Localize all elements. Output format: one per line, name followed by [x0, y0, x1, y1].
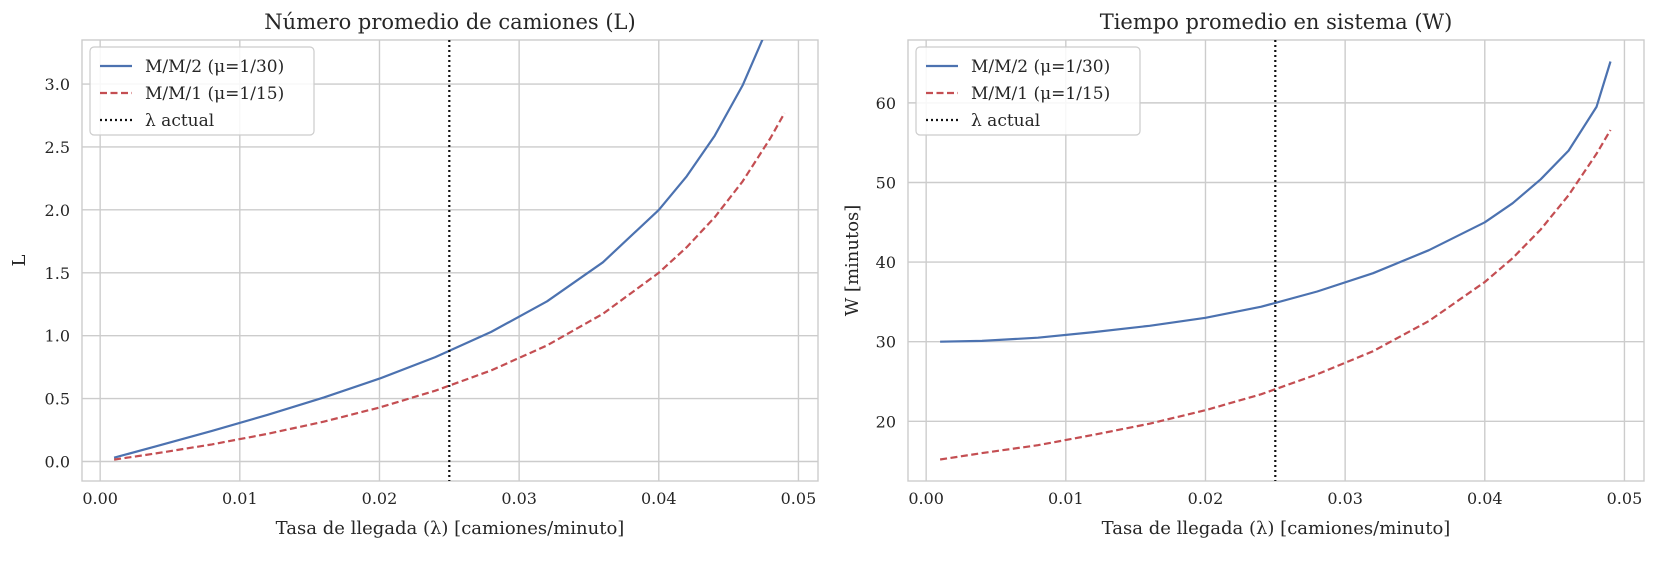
x-tick-label: 0.00 — [82, 489, 118, 508]
series-line-2 — [113, 112, 786, 461]
series-line-2 — [939, 129, 1612, 461]
y-axis-label: W [minutos] — [842, 205, 863, 317]
x-tick-label: 0.01 — [222, 489, 258, 508]
legend-label: M/M/1 (μ=1/15) — [145, 84, 284, 104]
chart-title: Número promedio de camiones (L) — [264, 10, 635, 34]
x-tick-label: 0.05 — [781, 489, 817, 508]
y-tick-label: 20 — [876, 412, 896, 431]
y-axis-label: L — [9, 254, 30, 266]
chart-2: 0.00 0.01 0.02 0.03 0.04 0.05 20 30 40 50 60 Tiempo… — [842, 10, 1645, 539]
legend-label: M/M/2 (μ=1/30) — [145, 57, 284, 77]
chart-1: 0.00 0.01 0.02 0.03 0.04 0.05 0.0 0.5 1.0 1.5 2.0 2… — [9, 10, 819, 539]
x-tick-label: 0.03 — [501, 489, 537, 508]
x-tick-label: 0.03 — [1327, 489, 1363, 508]
legend-label: M/M/2 (μ=1/30) — [971, 57, 1110, 77]
legend: M/M/2 (μ=1/30) M/M/1 (μ=1/15) λ actual — [89, 46, 315, 136]
x-tick-label: 0.02 — [362, 489, 398, 508]
legend-box — [915, 46, 1141, 136]
x-tick-label: 0.04 — [1467, 489, 1503, 508]
y-tick-label: 1.5 — [45, 264, 70, 283]
x-tick-label: 0.00 — [908, 489, 944, 508]
legend-label: λ actual — [971, 111, 1040, 131]
y-tick-label: 0.5 — [45, 390, 70, 409]
x-tick-label: 0.05 — [1607, 489, 1643, 508]
y-tick-label: 40 — [876, 253, 896, 272]
y-tick-label: 60 — [876, 94, 896, 113]
x-axis-label: Tasa de llegada (λ) [camiones/minuto] — [1102, 518, 1451, 539]
legend: M/M/2 (μ=1/30) M/M/1 (μ=1/15) λ actual — [915, 46, 1141, 136]
y-tick-label: 2.0 — [45, 201, 70, 220]
x-axis-label: Tasa de llegada (λ) [camiones/minuto] — [276, 518, 625, 539]
series-line-1 — [113, 40, 764, 459]
y-tick-label: 0.0 — [45, 452, 70, 471]
x-tick-label: 0.02 — [1188, 489, 1224, 508]
plot-area — [113, 40, 786, 481]
legend-label: M/M/1 (μ=1/15) — [971, 84, 1110, 104]
y-tick-label: 1.0 — [45, 327, 70, 346]
chart-title: Tiempo promedio en sistema (W) — [1100, 10, 1453, 34]
y-tick-label: 30 — [876, 333, 896, 352]
series-line-1 — [940, 61, 1612, 343]
y-tick-label: 50 — [876, 173, 896, 192]
y-tick-label: 3.0 — [45, 75, 70, 94]
y-tick-label: 2.5 — [45, 138, 70, 157]
x-tick-label: 0.04 — [641, 489, 677, 508]
legend-label: λ actual — [145, 111, 214, 131]
legend-box — [89, 46, 315, 136]
x-tick-label: 0.01 — [1048, 489, 1084, 508]
plot-area — [939, 40, 1612, 481]
